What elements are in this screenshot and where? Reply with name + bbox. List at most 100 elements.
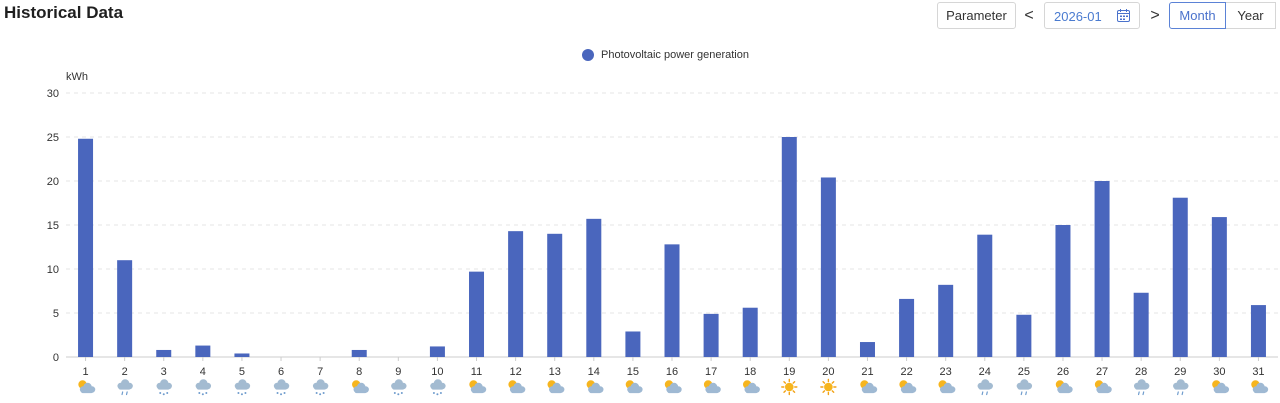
snow-weather-icon bbox=[391, 379, 407, 396]
snow-weather-icon bbox=[156, 379, 172, 396]
bar-day-5[interactable] bbox=[234, 353, 250, 357]
x-tick-label: 29 bbox=[1174, 366, 1186, 378]
snow-weather-icon bbox=[234, 379, 251, 396]
bar-day-10[interactable] bbox=[429, 346, 445, 357]
date-value: 2026-01 bbox=[1054, 9, 1102, 24]
partly-cloudy-weather-icon bbox=[703, 380, 721, 394]
x-tick-label: 6 bbox=[278, 366, 284, 378]
x-tick-label: 28 bbox=[1135, 366, 1147, 378]
x-tick-label: 14 bbox=[588, 366, 600, 378]
page-title: Historical Data bbox=[4, 3, 124, 22]
bar-day-30[interactable] bbox=[1211, 217, 1227, 357]
bar-day-11[interactable] bbox=[469, 271, 485, 357]
bar-day-23[interactable] bbox=[938, 284, 954, 357]
x-tick-label: 3 bbox=[161, 366, 167, 378]
bar-day-19[interactable] bbox=[781, 137, 797, 357]
chart-legend[interactable]: Photovoltaic power generation bbox=[582, 48, 749, 62]
x-tick-label: 21 bbox=[861, 366, 873, 378]
x-tick-label: 5 bbox=[239, 366, 245, 378]
bar-day-12[interactable] bbox=[508, 231, 524, 357]
x-tick-label: 30 bbox=[1213, 366, 1225, 378]
rain-weather-icon bbox=[117, 379, 133, 396]
partly-cloudy-weather-icon bbox=[938, 380, 956, 394]
bar-day-16[interactable] bbox=[664, 244, 680, 357]
x-tick-label: 22 bbox=[900, 366, 912, 378]
bar-day-26[interactable] bbox=[1055, 225, 1071, 357]
bar-day-3[interactable] bbox=[156, 349, 172, 357]
bar-day-31[interactable] bbox=[1250, 305, 1266, 357]
x-tick-label: 15 bbox=[627, 366, 639, 378]
x-tick-label: 17 bbox=[705, 366, 717, 378]
bar-day-24[interactable] bbox=[977, 234, 993, 357]
parameter-button[interactable]: Parameter bbox=[937, 2, 1016, 29]
sunny-weather-icon bbox=[781, 378, 798, 396]
y-tick-label: 0 bbox=[53, 352, 59, 364]
year-toggle-button[interactable]: Year bbox=[1226, 2, 1276, 29]
bar-day-2[interactable] bbox=[117, 260, 133, 357]
x-tick-label: 19 bbox=[783, 366, 795, 378]
partly-cloudy-weather-icon bbox=[352, 380, 369, 394]
bar-day-22[interactable] bbox=[899, 298, 915, 357]
x-tick-label: 7 bbox=[317, 366, 323, 378]
bar-day-1[interactable] bbox=[78, 138, 94, 357]
y-tick-label: 10 bbox=[47, 264, 59, 276]
sunny-weather-icon bbox=[820, 378, 837, 396]
partly-cloudy-weather-icon bbox=[78, 380, 96, 394]
legend-label: Photovoltaic power generation bbox=[601, 49, 749, 61]
bar-day-27[interactable] bbox=[1094, 181, 1110, 357]
x-tick-label: 31 bbox=[1252, 366, 1264, 378]
x-tick-label: 26 bbox=[1057, 366, 1069, 378]
bar-day-20[interactable] bbox=[820, 177, 836, 357]
y-tick-label: 15 bbox=[47, 220, 59, 232]
previous-month-button[interactable]: < bbox=[1024, 6, 1034, 24]
x-tick-label: 23 bbox=[940, 366, 952, 378]
bar-day-29[interactable] bbox=[1172, 197, 1188, 357]
bar-day-4[interactable] bbox=[195, 345, 211, 357]
bar-day-8[interactable] bbox=[351, 349, 367, 357]
bar-day-17[interactable] bbox=[703, 313, 719, 357]
next-month-button[interactable]: > bbox=[1150, 6, 1160, 24]
y-tick-label: 5 bbox=[53, 308, 59, 320]
date-picker[interactable]: 2026-01 bbox=[1044, 2, 1140, 29]
bar-day-21[interactable] bbox=[859, 342, 875, 357]
bar-day-28[interactable] bbox=[1133, 292, 1149, 357]
bar-day-15[interactable] bbox=[625, 331, 641, 357]
rain-weather-icon bbox=[1173, 379, 1189, 396]
partly-cloudy-weather-icon bbox=[742, 380, 760, 394]
x-tick-label: 27 bbox=[1096, 366, 1108, 378]
x-tick-label: 24 bbox=[979, 366, 991, 378]
month-toggle-button[interactable]: Month bbox=[1169, 2, 1226, 29]
partly-cloudy-weather-icon bbox=[586, 380, 604, 394]
x-tick-label: 2 bbox=[122, 366, 128, 378]
x-tick-label: 20 bbox=[822, 366, 834, 378]
calendar-icon[interactable] bbox=[1117, 9, 1130, 22]
partly-cloudy-weather-icon bbox=[625, 380, 643, 394]
x-tick-label: 18 bbox=[744, 366, 756, 378]
partly-cloudy-weather-icon bbox=[1094, 380, 1112, 394]
snow-weather-icon bbox=[273, 379, 290, 396]
x-tick-label: 4 bbox=[200, 366, 206, 378]
y-tick-label: 30 bbox=[47, 88, 59, 100]
x-tick-label: 11 bbox=[471, 366, 482, 378]
bar-day-25[interactable] bbox=[1016, 314, 1032, 357]
rain-weather-icon bbox=[1133, 379, 1150, 396]
partly-cloudy-weather-icon bbox=[1055, 380, 1073, 394]
partly-cloudy-weather-icon bbox=[860, 380, 878, 394]
bar-day-13[interactable] bbox=[547, 233, 563, 357]
y-tick-label: 20 bbox=[47, 176, 59, 188]
x-tick-label: 1 bbox=[82, 366, 88, 378]
x-tick-label: 13 bbox=[549, 366, 561, 378]
partly-cloudy-weather-icon bbox=[547, 380, 565, 394]
snow-weather-icon bbox=[430, 379, 446, 396]
legend-marker bbox=[582, 49, 594, 61]
partly-cloudy-weather-icon bbox=[508, 380, 526, 394]
x-tick-label: 8 bbox=[356, 366, 362, 378]
bar-day-14[interactable] bbox=[586, 218, 602, 357]
x-tick-label: 10 bbox=[431, 366, 443, 378]
y-tick-label: 25 bbox=[47, 132, 59, 144]
partly-cloudy-weather-icon bbox=[1212, 380, 1230, 394]
bar-day-18[interactable] bbox=[742, 307, 758, 357]
partly-cloudy-weather-icon bbox=[899, 380, 917, 394]
rain-weather-icon bbox=[977, 379, 993, 396]
